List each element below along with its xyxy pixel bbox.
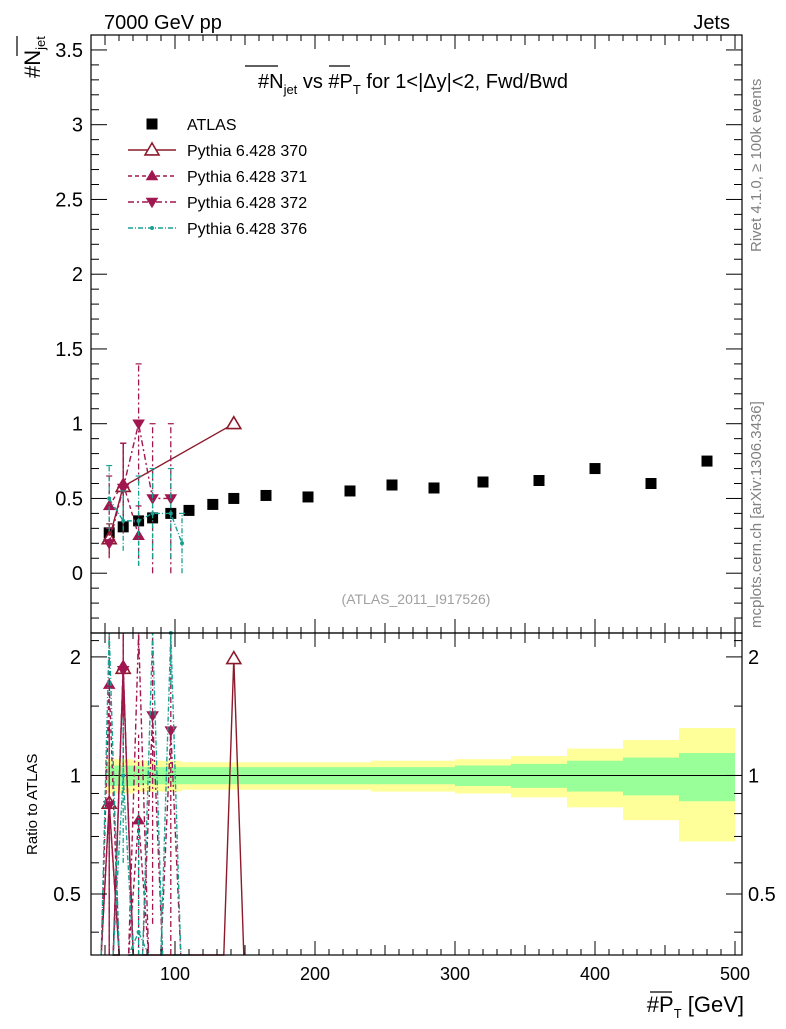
- atlas-point: [589, 463, 601, 475]
- x-tick-label: 200: [300, 964, 330, 984]
- legend-pythia-371-label: Pythia 6.428 371: [187, 169, 307, 186]
- y-tick-label: 1.5: [55, 339, 83, 361]
- pythia-372-point: [132, 419, 145, 430]
- watermark: (ATLAS_2011_I917526): [342, 591, 491, 607]
- atlas-point: [386, 479, 398, 491]
- pythia-376-line: [108, 498, 183, 544]
- ratio-tick-label: 2: [70, 647, 81, 669]
- pythia-372-ratio-point: [116, 666, 130, 677]
- atlas-point: [228, 492, 240, 504]
- atlas-point: [183, 504, 195, 516]
- x-axis-label: #PT [GeV]: [647, 992, 744, 1021]
- side-text-bottom: mcplots.cern.ch [arXiv:1306.3436]: [748, 401, 765, 628]
- atlas-point: [701, 455, 713, 467]
- pythia-376-point: [136, 518, 141, 523]
- ratio-tick-label-right: 2: [748, 647, 759, 669]
- pythia-372-point: [102, 539, 116, 550]
- legend-atlas-marker: [146, 118, 158, 130]
- pythia-372-ratio-point: [102, 801, 116, 812]
- svg-text:#Njet: #Njet: [20, 36, 48, 78]
- header-right: Jets: [693, 12, 730, 34]
- atlas-point: [302, 491, 314, 503]
- ratio-band-inner: [679, 753, 735, 802]
- pythia-370-point: [225, 415, 243, 430]
- chart-title: #Njet vs #PT for 1<|Δy|<2, Fwd/Bwd: [258, 71, 568, 97]
- y-tick-label: 0: [72, 563, 83, 585]
- ratio-plot-frame: [90, 632, 743, 956]
- pythia-376-point: [180, 541, 184, 546]
- y-tick-label: 1: [72, 414, 83, 436]
- legend-pythia-372-label: Pythia 6.428 372: [187, 195, 307, 212]
- pythia-372-point: [146, 494, 159, 505]
- ratio-band-inner: [567, 760, 623, 792]
- y-tick-label: 0.5: [55, 488, 83, 510]
- pythia-370-ratio-point: [225, 650, 243, 665]
- legend-pythia-376-label: Pythia 6.428 376: [187, 221, 307, 238]
- atlas-point: [344, 485, 356, 497]
- atlas-point: [260, 489, 272, 501]
- legend-atlas-label: ATLAS: [187, 117, 237, 134]
- pythia-371-ratio-point: [132, 813, 145, 825]
- ratio-band-inner: [623, 757, 679, 796]
- legend-pythia-370-marker: [143, 141, 161, 156]
- x-tick-label: 300: [440, 964, 470, 984]
- legend-pythia-371-marker: [145, 169, 159, 181]
- pythia-376-point: [168, 511, 173, 516]
- ratio-tick-label: 0.5: [53, 884, 81, 906]
- pythia-372-point: [164, 494, 178, 505]
- legend-pythia-370-label: Pythia 6.428 370: [187, 143, 307, 160]
- y-tick-label: 3.5: [55, 40, 83, 62]
- y-axis-label-main: #N: [20, 50, 45, 78]
- ratio-tick-label-right: 0.5: [748, 884, 776, 906]
- atlas-point: [207, 498, 219, 510]
- pythia-372-ratio-point: [164, 726, 178, 737]
- legend-pythia-372-marker: [145, 197, 159, 209]
- pythia-371-point: [102, 499, 116, 511]
- pythia-371-ratio-point: [102, 678, 116, 689]
- pythia-376-point: [121, 518, 126, 523]
- y-axis-label-sub: jet: [33, 36, 48, 51]
- pythia-376-ratio-point: [121, 773, 126, 778]
- y-tick-label: 2.5: [55, 189, 83, 211]
- ratio-tick-label-right: 1: [748, 765, 759, 787]
- y-axis-label: #Njet: [20, 36, 48, 78]
- y-tick-label: 2: [72, 264, 83, 286]
- pythia-376-point: [150, 511, 155, 516]
- atlas-point: [428, 482, 440, 494]
- pythia-376-point: [107, 496, 112, 501]
- pythia-372-point: [116, 483, 130, 495]
- ratio-tick-label: 1: [70, 765, 81, 787]
- ratio-y-label: Ratio to ATLAS: [24, 754, 41, 855]
- pythia-372-line: [108, 423, 171, 544]
- atlas-point: [533, 475, 545, 487]
- side-text-top: Rivet 4.1.0, ≥ 100k events: [748, 79, 765, 252]
- pythia-372-ratio-point: [146, 711, 159, 722]
- pythia-371-line: [108, 481, 140, 537]
- header-left: 7000 GeV pp: [104, 12, 222, 34]
- atlas-point: [477, 476, 489, 488]
- atlas-point: [645, 478, 657, 489]
- y-tick-label: 3: [72, 115, 83, 137]
- pythia-376-ratio-point: [136, 930, 141, 935]
- x-tick-label: 400: [580, 964, 610, 984]
- x-tick-label: 500: [720, 964, 750, 984]
- x-tick-label: 100: [160, 964, 190, 984]
- legend-pythia-376-marker: [150, 226, 154, 230]
